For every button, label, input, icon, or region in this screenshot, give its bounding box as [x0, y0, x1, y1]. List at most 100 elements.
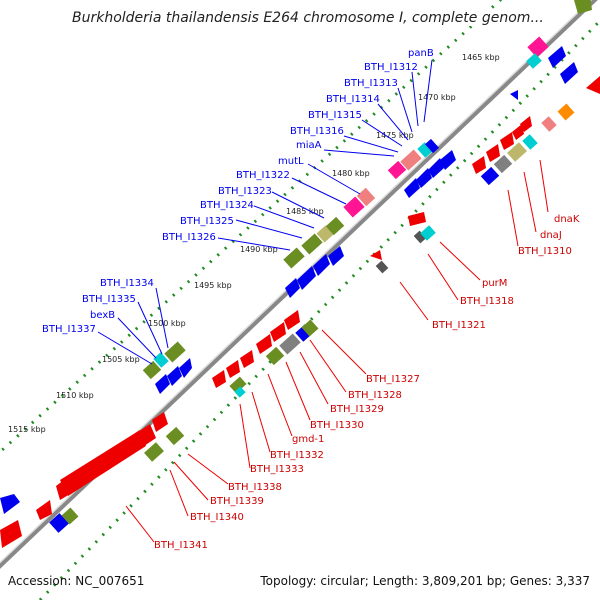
gene-label: miaA [296, 140, 322, 151]
scale-ticks: 1465 kbp 1470 kbp 1475 kbp 1480 kbp 1485 kbp… [8, 15, 540, 434]
gene-label: BTH_I1329 [330, 404, 384, 415]
gene-arrow [56, 480, 70, 500]
forward-leader-lines [97, 59, 433, 365]
gene-arrow [560, 62, 578, 84]
gene-arrow [510, 90, 518, 100]
gene-arrow [328, 246, 344, 266]
gene-block [493, 154, 513, 174]
gene-block [527, 36, 549, 58]
scale-tick-label: 1470 kbp [418, 93, 456, 102]
gene-block [507, 142, 527, 162]
gene-arrow [270, 322, 286, 342]
gene-block [142, 360, 162, 380]
gene-block [425, 138, 439, 154]
gene-label: BTH_I1310 [518, 246, 572, 257]
gene-label: BTH_I1328 [348, 390, 402, 401]
gene-block [301, 233, 323, 255]
genome-summary-text: Topology: circular; Length: 3,809,201 bp… [260, 574, 590, 588]
gene-label: panB [408, 48, 434, 59]
gene-arrow [138, 424, 156, 446]
gene-block [526, 53, 542, 69]
gene-block [420, 225, 436, 241]
forward-genes[interactable] [0, 0, 592, 533]
gene-label: BTH_I1323 [218, 186, 272, 197]
gene-block [295, 326, 311, 342]
gene-label: BTH_I1312 [364, 62, 418, 73]
gene-arrow [0, 520, 22, 548]
gene-label: bexB [90, 310, 115, 321]
gene-label: BTH_I1322 [236, 170, 290, 181]
forward-gene-labels: panB BTH_I1312 BTH_I1313 BTH_I1314 BTH_I… [42, 48, 434, 335]
gene-arrow [297, 266, 316, 290]
gene-label: BTH_I1321 [432, 320, 486, 331]
gene-arrow [520, 116, 532, 132]
gene-label: BTH_I1313 [344, 78, 398, 89]
gene-arrow [370, 250, 382, 260]
gene-label: BTH_I1337 [42, 324, 96, 335]
gene-arrow [500, 132, 514, 150]
gene-arrow [0, 494, 20, 514]
gene-label: BTH_I1341 [154, 540, 208, 551]
scale-tick-label: 1500 kbp [148, 319, 186, 328]
accession-text: Accession: NC_007651 [8, 574, 145, 588]
gene-label: BTH_I1315 [308, 110, 362, 121]
gene-label: BTH_I1326 [162, 232, 216, 243]
gene-label: BTH_I1324 [200, 200, 254, 211]
scale-tick-label: 1490 kbp [240, 245, 278, 254]
gene-arrow [548, 46, 566, 68]
gene-label: BTH_I1335 [82, 294, 136, 305]
scale-tick-label: 1505 kbp [102, 355, 140, 364]
gene-arrow [256, 334, 272, 354]
gene-block [234, 386, 246, 398]
gene-arrow [152, 412, 168, 432]
gene-block [387, 160, 407, 180]
gene-arrow [416, 168, 432, 188]
gene-label: BTH_I1338 [228, 482, 282, 493]
gene-arrow [60, 430, 146, 496]
scale-tick-label: 1495 kbp [194, 281, 232, 290]
gene-arrow [167, 366, 182, 386]
gene-block [279, 333, 301, 355]
gene-block [480, 166, 500, 186]
gene-block [265, 346, 285, 366]
gene-arrow [284, 310, 300, 330]
gene-block [61, 507, 79, 525]
gene-block [144, 442, 164, 462]
gene-label: dnaK [554, 214, 580, 225]
gene-label: BTH_I1340 [190, 512, 244, 523]
gene-label: purM [482, 278, 507, 289]
gene-arrow [404, 178, 420, 198]
gene-label: BTH_I1339 [210, 496, 264, 507]
gene-label: BTH_I1314 [326, 94, 380, 105]
gene-arrow [512, 124, 524, 140]
gene-label: BTH_I1327 [366, 374, 420, 385]
gene-block [417, 142, 433, 158]
gene-arrow [472, 156, 486, 174]
gene-label: BTH_I1332 [270, 450, 324, 461]
gene-arrow [586, 76, 600, 94]
reverse-gene-labels: dnaK dnaJ BTH_I1310 purM BTH_I1318 BTH_I… [154, 214, 580, 551]
gene-block [229, 376, 247, 394]
reverse-leader-lines [125, 159, 549, 543]
gene-label: BTH_I1330 [310, 420, 364, 431]
gene-label: gmd-1 [292, 434, 324, 445]
scale-tick-label: 1510 kbp [56, 391, 94, 400]
gene-label: BTH_I1333 [250, 464, 304, 475]
reverse-genes[interactable] [0, 76, 600, 548]
gene-label: mutL [278, 156, 304, 167]
gene-arrow [155, 374, 170, 394]
gene-block [165, 426, 185, 446]
gene-block [283, 247, 305, 269]
gene-block [400, 149, 422, 171]
gene-arrow [486, 144, 500, 162]
gene-block [325, 216, 345, 236]
gene-arrow [179, 358, 192, 378]
gene-arrow [428, 158, 444, 178]
gene-label: dnaJ [540, 230, 562, 241]
gene-block [541, 116, 557, 132]
gene-label: BTH_I1325 [180, 216, 234, 227]
gene-block [164, 341, 186, 363]
scale-tick-label: 1465 kbp [462, 53, 500, 62]
gene-label: BTH_I1316 [290, 126, 344, 137]
